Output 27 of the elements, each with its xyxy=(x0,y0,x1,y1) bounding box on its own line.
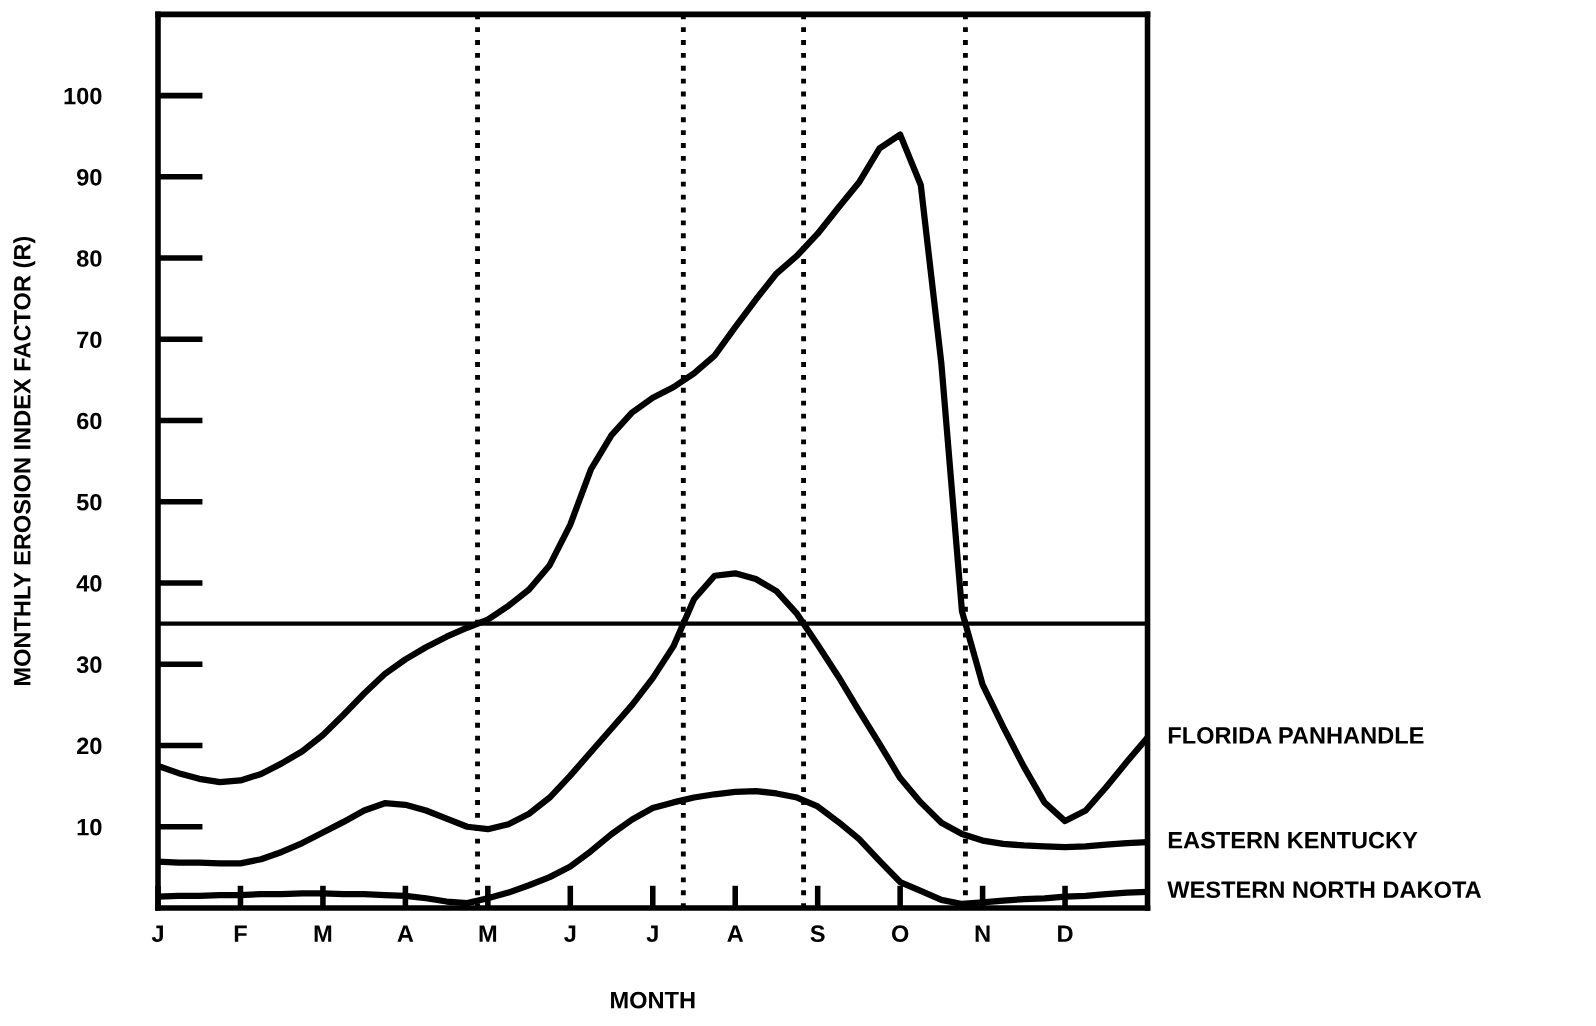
y-tick-label: 10 xyxy=(77,818,102,836)
x-tick-label: M xyxy=(479,925,497,942)
y-tick-label: 80 xyxy=(76,250,102,267)
series-label: EASTERN KENTUCKY xyxy=(1168,831,1418,849)
x-tick-label: J xyxy=(564,925,576,943)
x-tick-label: J xyxy=(151,925,163,943)
x-tick-label: A xyxy=(397,925,414,942)
x-tick-label: N xyxy=(975,925,990,942)
x-tick-label: J xyxy=(646,925,658,943)
x-tick-label: F xyxy=(234,925,247,942)
y-tick-label: 60 xyxy=(77,412,102,430)
y-tick-label: 90 xyxy=(77,168,102,186)
x-tick-label: O xyxy=(891,925,909,943)
x-tick-label: S xyxy=(810,925,825,943)
series-label: WESTERN NORTH DAKOTA xyxy=(1167,881,1482,899)
y-tick-label: 30 xyxy=(76,656,102,674)
y-tick-label: 70 xyxy=(77,331,102,349)
x-axis-title: MONTH xyxy=(611,991,695,1009)
y-tick-label: 100 xyxy=(64,87,102,105)
y-tick-label: 50 xyxy=(76,493,102,511)
y-axis-title: MONTHLY EROSION INDEX FACTOR (R) xyxy=(13,236,36,686)
x-tick-label: D xyxy=(1058,925,1073,942)
y-tick-label: 40 xyxy=(76,575,102,592)
x-tick-label: A xyxy=(727,925,744,942)
x-tick-label: M xyxy=(314,925,332,942)
series-label: FLORIDA PANHANDLE xyxy=(1168,727,1424,744)
y-tick-label: 20 xyxy=(77,737,102,755)
